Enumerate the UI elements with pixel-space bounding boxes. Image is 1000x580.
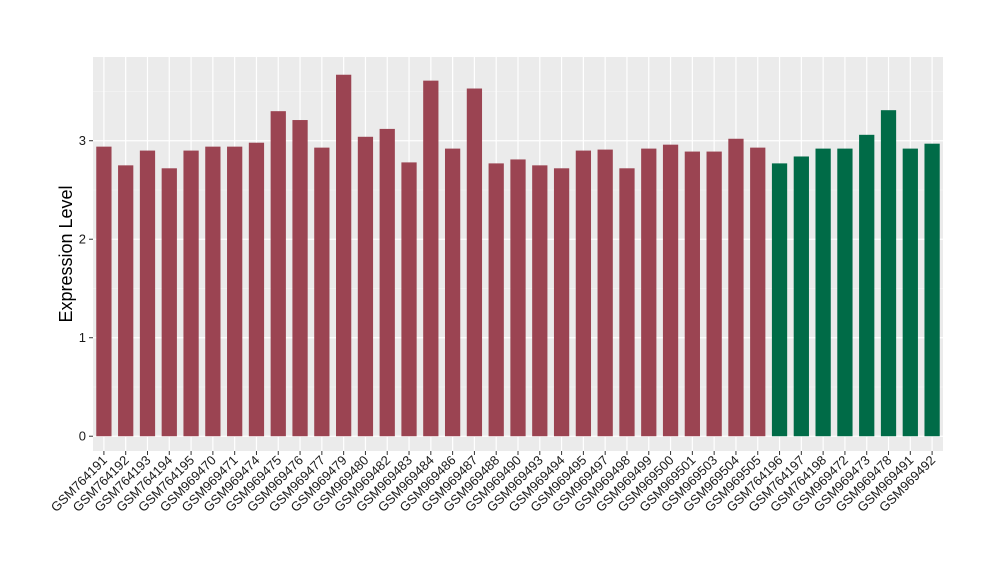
- bar-GSM969479: [336, 74, 352, 437]
- bars: [96, 74, 940, 437]
- bar-GSM969488: [488, 163, 504, 437]
- y-tick-label: 2: [79, 232, 86, 247]
- bar-GSM969493: [532, 165, 548, 437]
- y-tick-label: 0: [79, 429, 86, 444]
- bar-GSM764192: [118, 165, 134, 437]
- bar-GSM969475: [270, 111, 286, 437]
- bar-GSM969495: [575, 150, 592, 437]
- bar-GSM764198: [815, 148, 831, 437]
- bar-GSM969497: [597, 149, 613, 437]
- bar-GSM764194: [161, 168, 177, 437]
- bar-GSM764195: [183, 150, 199, 437]
- bar-GSM764191: [96, 146, 112, 437]
- bar-GSM764196: [771, 163, 788, 437]
- y-tick-label: 3: [79, 133, 86, 148]
- bar-GSM969484: [423, 80, 439, 437]
- bar-GSM969487: [466, 88, 483, 437]
- bar-GSM969483: [401, 162, 417, 437]
- bar-GSM969501: [684, 151, 700, 437]
- bar-GSM969492: [924, 143, 940, 437]
- bar-GSM969500: [662, 144, 679, 437]
- bar-GSM764197: [793, 156, 809, 437]
- bar-GSM969473: [859, 134, 875, 437]
- bar-GSM969476: [292, 120, 308, 437]
- bar-GSM969472: [837, 148, 853, 437]
- bar-GSM969504: [728, 138, 744, 437]
- bar-GSM969486: [444, 148, 461, 437]
- bar-GSM764193: [139, 150, 156, 437]
- bar-GSM969494: [553, 168, 570, 437]
- bar-GSM969477: [314, 147, 330, 437]
- y-axis-title: Expression Level: [56, 185, 76, 322]
- bar-GSM969471: [227, 146, 243, 437]
- y-axis: 0 1 2 3: [79, 133, 93, 444]
- y-tick-label: 1: [79, 330, 86, 345]
- bar-GSM969499: [641, 148, 657, 437]
- bar-GSM969498: [619, 168, 635, 437]
- bar-GSM969474: [248, 142, 265, 437]
- bar-GSM969503: [706, 151, 722, 437]
- bar-GSM969480: [357, 136, 374, 437]
- bar-GSM969470: [205, 146, 221, 437]
- bar-GSM969505: [750, 147, 766, 437]
- x-axis: GSM764191GSM764192GSM764193GSM764194GSM7…: [48, 451, 938, 515]
- bar-GSM969491: [902, 148, 918, 437]
- bar-GSM969478: [880, 110, 897, 437]
- bar-GSM969482: [379, 128, 395, 437]
- bar-GSM969490: [510, 159, 526, 437]
